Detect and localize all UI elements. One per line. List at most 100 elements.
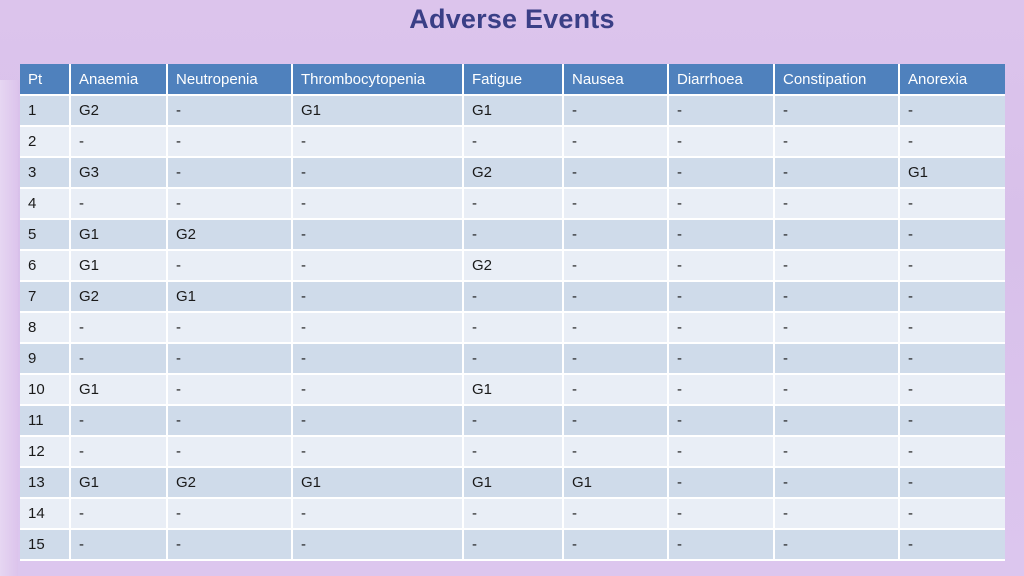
table-cell-neutropenia: -: [167, 436, 293, 468]
table-cell-thrombocytopenia: -: [292, 126, 464, 158]
table-cell-nausea: -: [563, 312, 669, 344]
table-row: 14- - - - - - - -: [20, 498, 1005, 530]
column-header-constipation: Constipation: [774, 64, 900, 96]
table-cell-anaemia: G2: [70, 95, 168, 127]
table-cell-diarrhoea: -: [668, 405, 775, 437]
table-row: 5 G1 G2- - - - - -: [20, 219, 1005, 251]
table-cell-anorexia: -: [899, 188, 1005, 220]
table-row: 3 G3- - G2- - - G1: [20, 157, 1005, 189]
adverse-events-table: Pt Anaemia Neutropenia Thrombocytopenia …: [20, 64, 1005, 561]
table-cell-diarrhoea: -: [668, 312, 775, 344]
table-cell-constipation: -: [774, 250, 900, 282]
table-cell-thrombocytopenia: -: [292, 436, 464, 468]
table-cell-anaemia: -: [70, 529, 168, 561]
table-cell-diarrhoea: -: [668, 436, 775, 468]
table-cell-anorexia: -: [899, 498, 1005, 530]
table-cell-thrombocytopenia: -: [292, 157, 464, 189]
table-cell-thrombocytopenia: -: [292, 498, 464, 530]
column-header-pt: Pt: [20, 64, 71, 96]
table-cell-diarrhoea: -: [668, 343, 775, 375]
table-cell-nausea: -: [563, 219, 669, 251]
table-cell-constipation: -: [774, 312, 900, 344]
table-cell-anorexia: -: [899, 374, 1005, 406]
table-cell-anorexia: -: [899, 219, 1005, 251]
table-cell-pt: 4: [20, 188, 71, 220]
table-cell-fatigue: -: [463, 219, 564, 251]
table-cell-neutropenia: -: [167, 188, 293, 220]
table-cell-neutropenia: G2: [167, 467, 293, 499]
table-cell-nausea: -: [563, 374, 669, 406]
column-header-nausea: Nausea: [563, 64, 669, 96]
table-cell-anorexia: -: [899, 436, 1005, 468]
table-row: 1 G2- G1 G1- - - -: [20, 95, 1005, 127]
table-cell-anorexia: -: [899, 343, 1005, 375]
slide-header: Adverse Events: [0, 0, 1024, 40]
table-cell-neutropenia: -: [167, 126, 293, 158]
table-cell-anaemia: G1: [70, 219, 168, 251]
table-cell-pt: 6: [20, 250, 71, 282]
table-cell-anorexia: -: [899, 126, 1005, 158]
column-header-diarrhoea: Diarrhoea: [668, 64, 775, 96]
column-header-thrombocytopenia: Thrombocytopenia: [292, 64, 464, 96]
table-cell-anaemia: -: [70, 498, 168, 530]
table-cell-diarrhoea: -: [668, 188, 775, 220]
table-cell-fatigue: G1: [463, 95, 564, 127]
table-cell-anaemia: G2: [70, 281, 168, 313]
table-cell-diarrhoea: -: [668, 374, 775, 406]
table-row: 2--------: [20, 126, 1005, 158]
table-cell-pt: 1: [20, 95, 71, 127]
table-cell-anorexia: -: [899, 95, 1005, 127]
table-cell-fatigue: G2: [463, 157, 564, 189]
table-cell-neutropenia: -: [167, 498, 293, 530]
table-cell-constipation: -: [774, 188, 900, 220]
table-cell-anaemia: -: [70, 188, 168, 220]
table-cell-diarrhoea: -: [668, 157, 775, 189]
table-cell-constipation: -: [774, 436, 900, 468]
table-cell-constipation: -: [774, 281, 900, 313]
table-header: Pt Anaemia Neutropenia Thrombocytopenia …: [20, 64, 1005, 96]
table-cell-constipation: -: [774, 498, 900, 530]
table-cell-nausea: -: [563, 281, 669, 313]
table-cell-pt: 15: [20, 529, 71, 561]
table-cell-thrombocytopenia: -: [292, 250, 464, 282]
table-row: 11- - - - - - - -: [20, 405, 1005, 437]
table-row: 8--------: [20, 312, 1005, 344]
column-header-fatigue: Fatigue: [463, 64, 564, 96]
table-cell-fatigue: -: [463, 188, 564, 220]
column-header-anorexia: Anorexia: [899, 64, 1005, 96]
table-cell-anaemia: G3: [70, 157, 168, 189]
table-cell-neutropenia: -: [167, 343, 293, 375]
background-decoration: [0, 80, 18, 576]
table-cell-neutropenia: -: [167, 374, 293, 406]
table-cell-constipation: -: [774, 343, 900, 375]
table-cell-thrombocytopenia: -: [292, 188, 464, 220]
table-cell-diarrhoea: -: [668, 126, 775, 158]
table-cell-constipation: -: [774, 467, 900, 499]
column-header-neutropenia: Neutropenia: [167, 64, 293, 96]
table-cell-anorexia: -: [899, 250, 1005, 282]
table-cell-thrombocytopenia: -: [292, 374, 464, 406]
table-cell-fatigue: -: [463, 312, 564, 344]
table-cell-anorexia: -: [899, 529, 1005, 561]
table-cell-nausea: -: [563, 95, 669, 127]
table-cell-fatigue: -: [463, 343, 564, 375]
table-cell-thrombocytopenia: G1: [292, 467, 464, 499]
table-cell-neutropenia: -: [167, 157, 293, 189]
table-cell-neutropenia: G2: [167, 219, 293, 251]
table-cell-diarrhoea: -: [668, 467, 775, 499]
table-cell-nausea: -: [563, 405, 669, 437]
table-cell-pt: 5: [20, 219, 71, 251]
table-cell-fatigue: G1: [463, 467, 564, 499]
table-cell-pt: 12: [20, 436, 71, 468]
table-cell-neutropenia: G1: [167, 281, 293, 313]
table-cell-fatigue: -: [463, 498, 564, 530]
table-row: 9--------: [20, 343, 1005, 375]
table-cell-fatigue: -: [463, 126, 564, 158]
table-cell-nausea: -: [563, 126, 669, 158]
table-cell-thrombocytopenia: -: [292, 343, 464, 375]
table-body: 1 G2- G1 G1- - - -2- - - - - - - -3 G3- - G2- - - G1 4- - - - - -…: [20, 95, 1005, 561]
table-cell-pt: 3: [20, 157, 71, 189]
table-cell-thrombocytopenia: -: [292, 529, 464, 561]
table-cell-pt: 2: [20, 126, 71, 158]
table-cell-diarrhoea: -: [668, 529, 775, 561]
